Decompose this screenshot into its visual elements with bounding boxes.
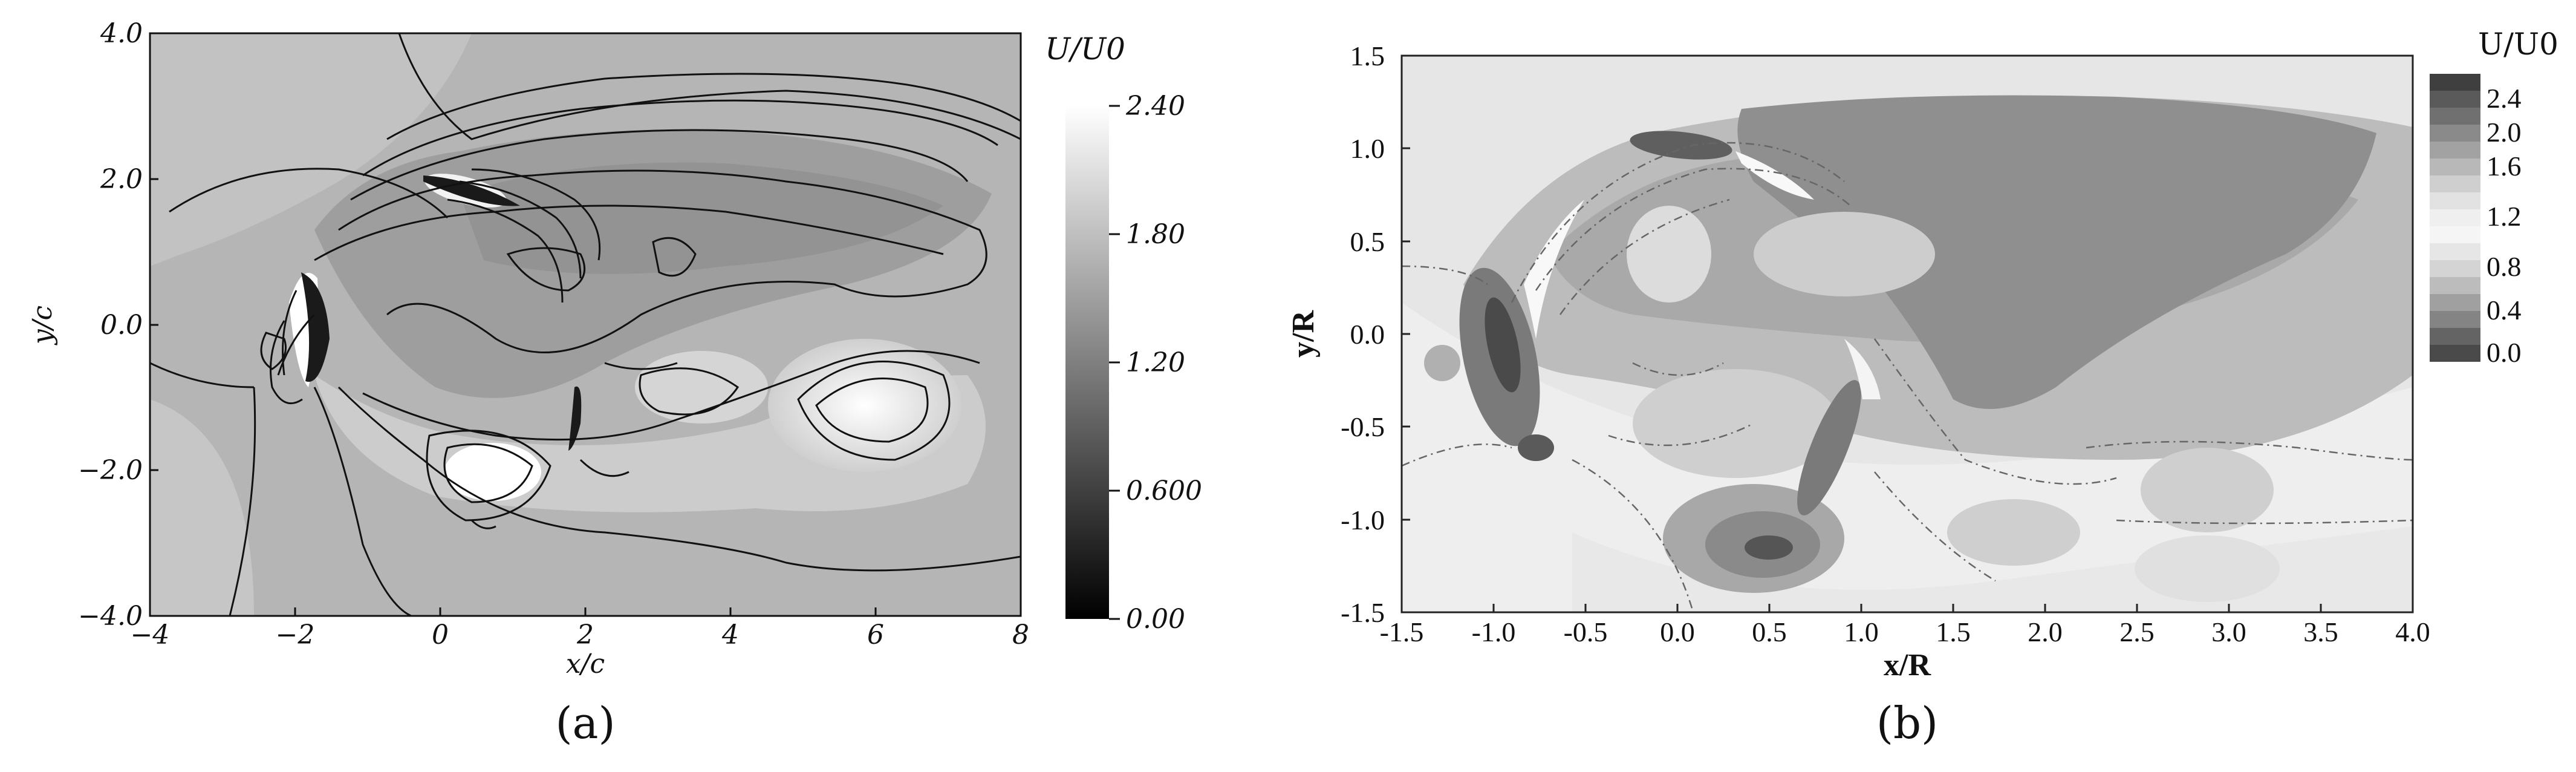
ytick-b-1: 1.0 <box>1350 133 1385 164</box>
cbar-tick-b-1: 2.0 <box>2487 117 2522 148</box>
cbar-tick-b-6: 0.0 <box>2487 337 2522 368</box>
contour-lines-b <box>1402 142 2413 612</box>
xtick-a-2: 0 <box>432 620 449 650</box>
ytick-a-2: 0.0 <box>100 310 143 341</box>
xtick-b-2: -0.5 <box>1564 617 1608 647</box>
ytick-b-4: -0.5 <box>1341 411 1385 442</box>
cbar-tick-a-3: 0.600 <box>1126 476 1202 506</box>
panel-b: -1.5 -1.0 -0.5 0.0 0.5 1.0 1.5 2.0 2.5 3… <box>1286 27 2558 748</box>
ytick-b-3: 0.0 <box>1350 319 1385 350</box>
panel-a: −4 −2 0 2 4 6 8 4.0 2.0 0.0 −2.0 −4.0 x/… <box>27 18 1202 748</box>
xtick-a-3: 2 <box>576 620 594 650</box>
xtick-b-4: 0.5 <box>1752 617 1787 647</box>
cbar-tick-b-5: 0.4 <box>2487 295 2522 325</box>
ytick-b-5: -1.0 <box>1341 505 1385 535</box>
ytick-a-1: 2.0 <box>100 164 143 195</box>
cbar-tick-b-4: 0.8 <box>2487 251 2522 282</box>
ylabel-b: y/R <box>1286 310 1321 358</box>
caption-a: (a) <box>555 698 615 748</box>
xlabel-a: x/c <box>566 649 605 679</box>
xtick-a-0: −4 <box>131 620 170 650</box>
contour-lines-a <box>150 33 1021 616</box>
colorbar-b: U/U0 2.4 2.0 1.6 1.2 0.8 0.4 0.0 <box>2430 27 2558 368</box>
caption-b: (b) <box>1876 698 1938 748</box>
ytick-a-3: −2.0 <box>78 455 143 486</box>
xtick-b-5: 1.0 <box>1844 617 1879 647</box>
ytick-b-6: -1.5 <box>1341 597 1385 628</box>
cbar-tick-a-0: 2.40 <box>1125 91 1185 122</box>
cbar-tick-b-3: 1.2 <box>2487 201 2522 232</box>
ylabel-a: y/c <box>27 306 58 345</box>
colorbar-label-b: U/U0 <box>2478 27 2558 62</box>
plot-area-a <box>150 33 1021 616</box>
xtick-b-8: 2.5 <box>2119 617 2155 647</box>
xtick-a-4: 4 <box>721 620 739 650</box>
cbar-tick-a-1: 1.80 <box>1126 219 1185 250</box>
xtick-b-10: 3.5 <box>2303 617 2338 647</box>
colorbar-a: U/U0 2.40 1.80 1.20 0.600 0.00 <box>1045 31 1202 635</box>
plot-area-b <box>1402 56 2413 612</box>
ticks-b <box>1400 54 2414 613</box>
ticks-a <box>149 32 1022 617</box>
cbar-tick-a-4: 0.00 <box>1126 604 1185 635</box>
xtick-b-9: 3.0 <box>2211 617 2246 647</box>
xtick-a-1: −2 <box>276 620 315 650</box>
xtick-a-6: 8 <box>1012 620 1029 650</box>
ytick-a-4: −4.0 <box>78 601 143 632</box>
colorbar-label-a: U/U0 <box>1045 31 1125 67</box>
xtick-b-6: 1.5 <box>1936 617 1971 647</box>
xtick-b-7: 2.0 <box>2028 617 2063 647</box>
cbar-tick-a-2: 1.20 <box>1126 347 1185 378</box>
ytick-a-0: 4.0 <box>100 18 143 49</box>
xlabel-b: x/R <box>1884 648 1931 682</box>
xtick-b-0: -1.5 <box>1380 617 1424 647</box>
ytick-b-2: 0.5 <box>1350 226 1385 257</box>
xtick-b-3: 0.0 <box>1660 617 1695 647</box>
cbar-tick-b-2: 1.6 <box>2487 151 2522 182</box>
cbar-tick-b-0: 2.4 <box>2487 83 2522 114</box>
xtick-b-1: -1.0 <box>1472 617 1516 647</box>
xtick-a-5: 6 <box>867 620 884 650</box>
xtick-b-11: 4.0 <box>2395 617 2430 647</box>
ytick-b-0: 1.5 <box>1350 41 1385 71</box>
